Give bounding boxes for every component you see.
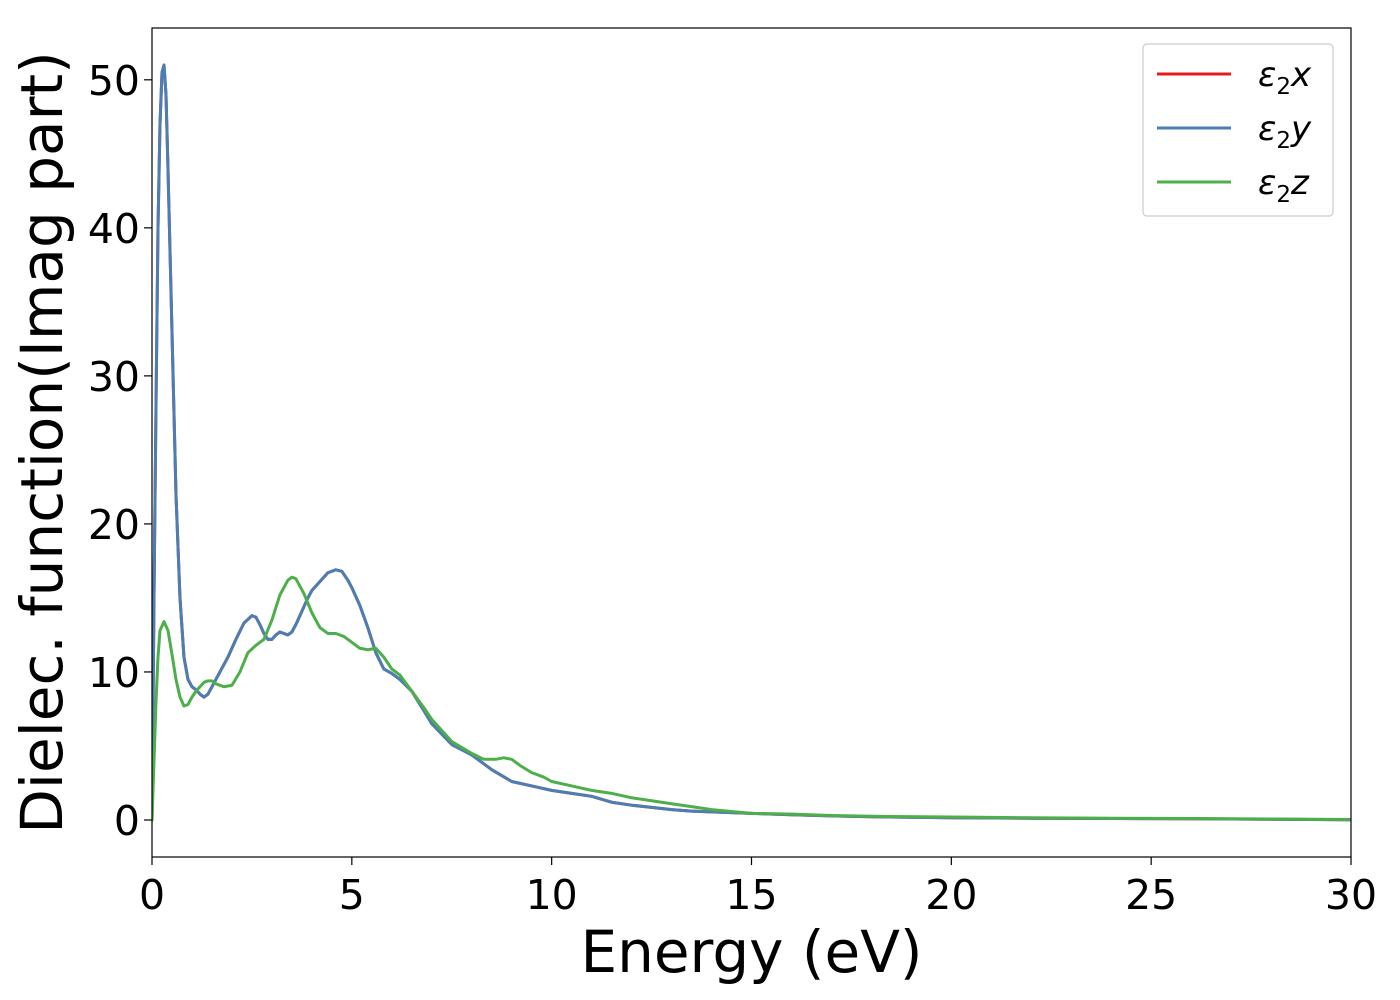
series-layer (152, 63, 1351, 822)
legend-label-x: ε2x (1258, 55, 1312, 100)
x-tick-label: 30 (1325, 871, 1377, 919)
legend-box (1142, 43, 1334, 217)
x-tick-label: 0 (139, 871, 165, 919)
x-tick-label: 20 (925, 871, 977, 919)
legend-items: ε2x ε2y ε2z (1157, 55, 1312, 208)
legend-label-y: ε2y (1258, 109, 1312, 154)
y-axis: 0 10 20 30 40 50 (88, 57, 152, 845)
series-line-z (152, 575, 1351, 822)
x-tick-label: 25 (1125, 871, 1177, 919)
legend-label-z: ε2z (1258, 163, 1310, 208)
series-line-y (152, 63, 1351, 822)
x-tick-label: 15 (725, 871, 777, 919)
y-tick-label: 40 (88, 205, 140, 253)
x-axis: 0 5 10 15 20 25 30 (139, 857, 1377, 919)
y-tick-label: 20 (88, 501, 140, 549)
y-tick-label: 10 (88, 649, 140, 697)
x-axis-label: Energy (eV) (580, 918, 922, 986)
y-axis-label: Dielec. function(Imag part) (8, 51, 76, 834)
y-tick-label: 50 (88, 57, 140, 105)
x-tick-label: 10 (526, 871, 578, 919)
legend: ε2x ε2y ε2z (1142, 43, 1334, 217)
y-tick-label: 30 (88, 353, 140, 401)
x-tick-label: 5 (339, 871, 365, 919)
y-tick-label: 0 (114, 797, 140, 845)
